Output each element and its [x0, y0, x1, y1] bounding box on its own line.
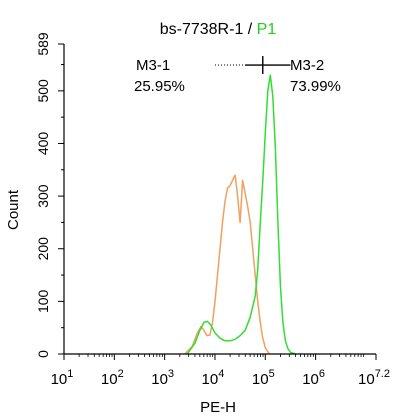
- x-tick-label: 105: [252, 368, 275, 388]
- axes: 0 100 200 300 400 500 589 101 102 103 104 105 106 107…: [35, 32, 390, 388]
- chart-title-gate: P1: [257, 21, 277, 38]
- chart-title: bs-7738R-1 / P1: [160, 21, 277, 38]
- gate-m3-1-percent: 25.95%: [134, 78, 185, 95]
- histogram-series-2: [186, 74, 296, 355]
- y-axis-label: Count: [5, 189, 22, 230]
- y-tick-label: 100: [35, 289, 51, 313]
- x-axis-label: PE-H: [200, 399, 236, 416]
- y-tick-label: 200: [35, 237, 51, 261]
- y-tick-label: 0: [35, 350, 51, 358]
- x-tick-label: 104: [202, 368, 225, 388]
- gate-m3-2-name: M3-2: [290, 57, 324, 74]
- x-tick-label: 103: [151, 368, 174, 388]
- y-tick-label: 300: [35, 184, 51, 208]
- y-tick-label: 500: [35, 79, 51, 103]
- gate-m3-1-name: M3-1: [136, 57, 170, 74]
- x-tick-label: 101: [51, 368, 74, 388]
- y-tick-label: 400: [35, 132, 51, 156]
- x-tick-label: 102: [101, 368, 124, 388]
- x-tick-label: 106: [302, 368, 325, 388]
- histogram-series-1: [184, 174, 270, 355]
- gate-m3-2-percent: 73.99%: [290, 78, 341, 95]
- plot-area: M3-1 25.95% M3-2 73.99%: [134, 56, 341, 355]
- x-tick-label: 107.2: [358, 368, 390, 388]
- y-tick-label: 589: [35, 32, 51, 56]
- chart-title-sample: bs-7738R-1 /: [160, 21, 257, 38]
